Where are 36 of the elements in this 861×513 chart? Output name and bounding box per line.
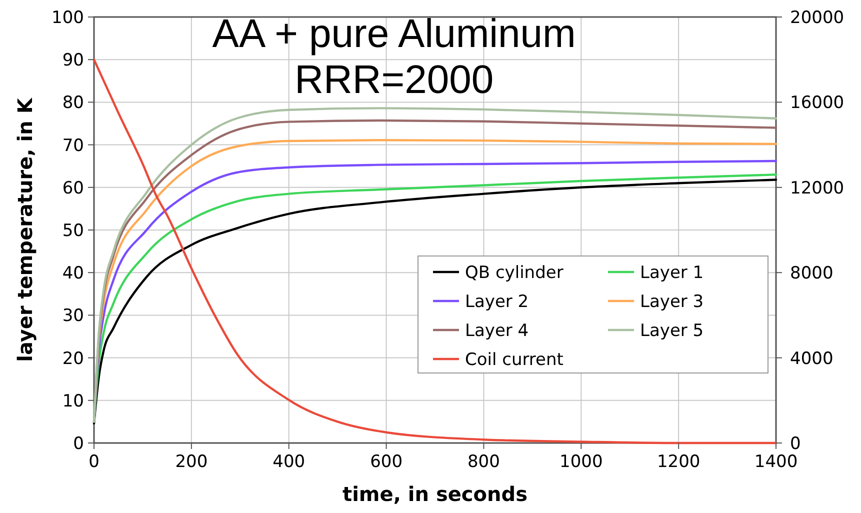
y-tick-label: 90 — [62, 50, 84, 71]
y-tick-label: 30 — [62, 306, 84, 326]
legend-label: Layer 4 — [465, 320, 529, 341]
legend-label: Coil current — [465, 350, 564, 370]
legend-label: Layer 5 — [640, 320, 704, 341]
x-tick-label: 1200 — [656, 452, 700, 472]
y-tick-label: 20 — [62, 348, 84, 369]
y2-tick-label: 20000 — [790, 8, 844, 28]
y2-tick-label: 8000 — [790, 264, 834, 284]
y2-tick-label: 4000 — [790, 348, 834, 369]
y-axis-title: layer temperature, in K — [13, 96, 37, 362]
y-tick-label: 10 — [62, 391, 84, 412]
x-tick-label: 200 — [175, 452, 208, 472]
legend-label: Layer 2 — [465, 292, 529, 312]
x-tick-label: 0 — [88, 452, 100, 472]
y-tick-label: 80 — [62, 93, 84, 114]
y2-tick-label: 16000 — [790, 93, 844, 114]
x-axis-title: time, in seconds — [342, 482, 528, 506]
legend-label: Layer 3 — [640, 292, 704, 312]
x-tick-label: 400 — [272, 452, 306, 472]
y-tick-label: 70 — [62, 136, 84, 156]
legend-label: Layer 1 — [640, 262, 704, 283]
y-tick-label: 40 — [62, 264, 84, 284]
x-tick-label: 1000 — [560, 452, 603, 472]
x-tick-label: 600 — [370, 452, 403, 472]
y2-tick-label: 0 — [790, 434, 801, 454]
x-tick-label: 1400 — [754, 452, 798, 472]
y-tick-label: 100 — [52, 8, 84, 28]
y-tick-label: 60 — [62, 178, 84, 198]
y-tick-label: 50 — [62, 220, 84, 241]
legend-label: QB cylinder — [465, 262, 564, 283]
y-tick-label: 0 — [73, 434, 84, 454]
chart-title: AA + pure Aluminum RRR=2000 — [212, 12, 576, 102]
line-series — [92, 58, 778, 444]
x-tick-label: 800 — [467, 452, 500, 472]
y2-tick-label: 12000 — [790, 178, 844, 198]
